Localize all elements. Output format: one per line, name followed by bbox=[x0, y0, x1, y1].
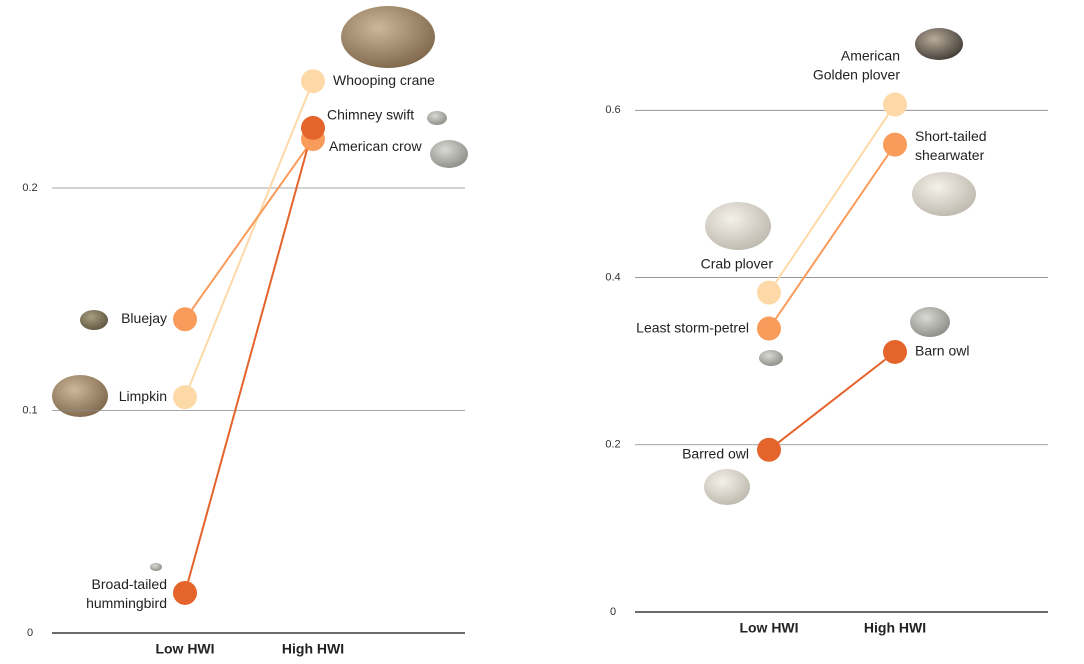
point-label: Barred owl bbox=[682, 445, 749, 461]
dot bbox=[301, 69, 325, 94]
dot bbox=[883, 92, 907, 117]
dot bbox=[883, 132, 907, 157]
y-tick-label: 0.1 bbox=[22, 404, 37, 416]
point-label: Golden plover bbox=[813, 67, 901, 83]
dot bbox=[173, 580, 197, 605]
dot bbox=[301, 115, 325, 140]
point-label: Least storm-petrel bbox=[636, 319, 749, 335]
egg bbox=[80, 310, 108, 330]
egg bbox=[910, 307, 950, 337]
dot bbox=[757, 437, 781, 462]
egg bbox=[427, 111, 447, 125]
egg bbox=[915, 28, 963, 60]
point-label: Whooping crane bbox=[333, 72, 435, 88]
point-label: Crab plover bbox=[701, 255, 774, 271]
slope-line bbox=[768, 351, 896, 451]
x-tick-label: Low HWI bbox=[739, 620, 798, 636]
point-label: hummingbird bbox=[86, 595, 167, 611]
y-tick-label: 0.6 bbox=[605, 104, 620, 116]
slope-line bbox=[184, 138, 314, 320]
dot bbox=[757, 316, 781, 341]
slope-line bbox=[768, 144, 896, 330]
x-tick-label: High HWI bbox=[864, 620, 926, 636]
egg bbox=[704, 469, 750, 505]
dot bbox=[757, 280, 781, 305]
point-label: American crow bbox=[329, 138, 422, 154]
slope-line bbox=[184, 127, 314, 594]
egg bbox=[912, 172, 976, 216]
dot bbox=[173, 307, 197, 332]
egg bbox=[150, 563, 162, 571]
egg bbox=[705, 202, 771, 250]
point-label: American bbox=[841, 48, 900, 64]
point-label: Bluejay bbox=[121, 310, 167, 326]
point-label: Short-tailed bbox=[915, 128, 987, 144]
egg-illustrations bbox=[52, 6, 976, 571]
point-label: shearwater bbox=[915, 147, 985, 163]
y-tick-label: 0.2 bbox=[605, 439, 620, 451]
egg bbox=[759, 350, 783, 366]
dot bbox=[883, 339, 907, 364]
egg bbox=[52, 375, 108, 417]
y-tick-label: 0.2 bbox=[22, 182, 37, 194]
y-tick-label: 0 bbox=[27, 627, 33, 639]
x-tick-label: Low HWI bbox=[155, 641, 214, 657]
egg bbox=[430, 140, 468, 168]
slope-line bbox=[768, 103, 896, 294]
y-tick-label: 0 bbox=[610, 606, 616, 618]
egg bbox=[341, 6, 435, 68]
point-label: Broad-tailed bbox=[92, 576, 168, 592]
dot bbox=[173, 385, 197, 410]
point-label: Limpkin bbox=[119, 388, 167, 404]
y-tick-label: 0.4 bbox=[605, 271, 620, 283]
point-label: Barn owl bbox=[915, 343, 969, 359]
slope-line bbox=[184, 80, 314, 398]
x-tick-label: High HWI bbox=[282, 641, 344, 657]
point-label: Chimney swift bbox=[327, 107, 414, 123]
